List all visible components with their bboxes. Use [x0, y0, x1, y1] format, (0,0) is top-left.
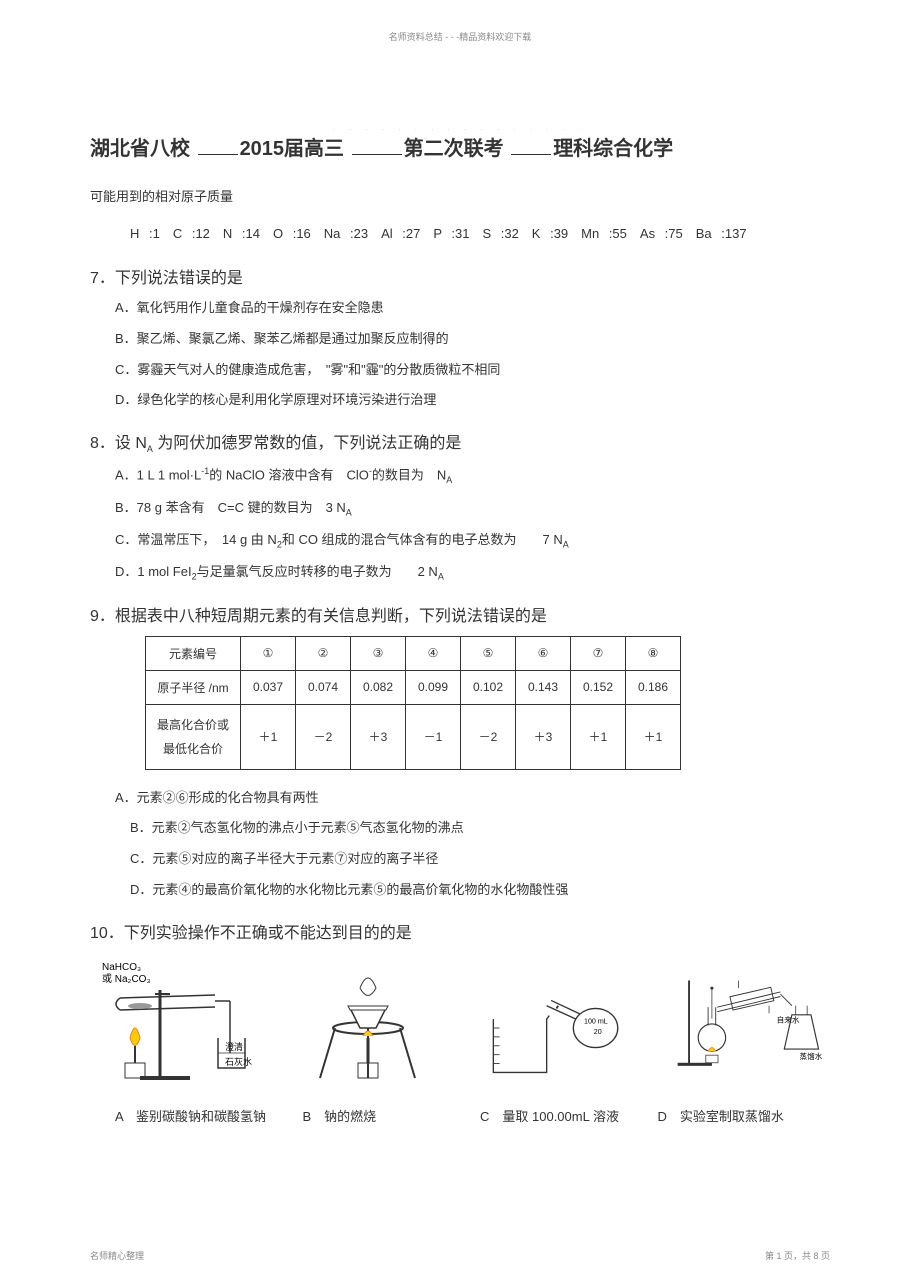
- svg-text:澄清: 澄清: [225, 1041, 243, 1052]
- svg-text:NaHCO₃: NaHCO₃: [102, 962, 141, 973]
- experiment-D: 自来水 蒸馏水: [670, 958, 830, 1088]
- svg-text:20: 20: [594, 1028, 602, 1036]
- table-cell: 0.152: [571, 670, 626, 704]
- svg-text:100 mL: 100 mL: [584, 1017, 608, 1025]
- table-row3-label: 最高化合价或最低化合价: [146, 704, 241, 769]
- question-9: 9．根据表中八种短周期元素的有关信息判断，下列说法错误的是 元素编号 ① ② ③…: [90, 602, 830, 901]
- q7-D: D．绿色化学的核心是利用化学原理对环境污染进行治理: [115, 390, 830, 411]
- table-cell: ⑦: [571, 636, 626, 670]
- table-cell: 0.074: [296, 670, 351, 704]
- q8-C: C．常温常压下， 14 g 由 N2和 CO 组成的混合气体含有的电子总数为 7…: [115, 530, 830, 552]
- table-cell: 0.099: [406, 670, 461, 704]
- svg-text:蒸馏水: 蒸馏水: [800, 1051, 823, 1061]
- q9-B: B．元素②气态氢化物的沸点小于元素⑤气态氢化物的沸点: [130, 818, 830, 839]
- apparatus-c-icon: 100 mL 20: [480, 968, 640, 1088]
- q7-B: B．聚乙烯、聚氯乙烯、聚苯乙烯都是通过加聚反应制得的: [115, 329, 830, 350]
- table-cell: ＋1: [571, 704, 626, 769]
- table-cell: ②: [296, 636, 351, 670]
- table-cell: 0.037: [241, 670, 296, 704]
- table-cell: 0.143: [516, 670, 571, 704]
- table-cell: －2: [461, 704, 516, 769]
- atomic-masses: H :1 C :12 N :14 O :16 Na :23 Al :27 P :…: [130, 223, 830, 242]
- table-cell: －2: [296, 704, 351, 769]
- footer-left: 名师精心整理: [90, 1249, 144, 1262]
- q10-stem: 10．下列实验操作不正确或不能达到目的的是: [90, 919, 830, 943]
- caption-C: C 量取 100.00mL 溶液: [465, 1106, 643, 1125]
- caption-B: B 钠的燃烧: [278, 1106, 466, 1125]
- q8-A: A．1 L 1 mol·L-1的 NaClO 溶液中含有 ClO-的数目为 NA: [115, 464, 830, 487]
- table-cell: 0.102: [461, 670, 516, 704]
- table-cell: 0.082: [351, 670, 406, 704]
- table-cell: ⑤: [461, 636, 516, 670]
- question-10: 10．下列实验操作不正确或不能达到目的的是 NaHCO₃ 或 Na₂CO₃: [90, 919, 830, 1125]
- apparatus-a-icon: NaHCO₃ 或 Na₂CO₃: [100, 958, 260, 1088]
- header-note: 名师资料总结 - - -精品资料欢迎下载: [90, 30, 830, 43]
- q9-C: C．元素⑤对应的离子半径大于元素⑦对应的离子半径: [130, 849, 830, 870]
- experiment-A: NaHCO₃ 或 Na₂CO₃: [100, 958, 260, 1088]
- title-part1: 湖北省八校: [90, 138, 190, 160]
- q8-D: D．1 mol FeI2与足量氯气反应时转移的电子数为 2 NA: [115, 562, 830, 584]
- table-cell: 0.186: [626, 670, 681, 704]
- q9-D: D．元素④的最高价氧化物的水化物比元素⑤的最高价氧化物的水化物酸性强: [130, 880, 830, 901]
- table-cell: ①: [241, 636, 296, 670]
- table-cell: ＋3: [351, 704, 406, 769]
- question-8: 8．设 NA 为阿伏加德罗常数的值，下列说法正确的是 A．1 L 1 mol·L…: [90, 429, 830, 583]
- table-cell: ⑥: [516, 636, 571, 670]
- q9-stem: 9．根据表中八种短周期元素的有关信息判断，下列说法错误的是: [90, 602, 830, 626]
- table-cell: ⑧: [626, 636, 681, 670]
- page-footer: 名师精心整理 第 1 页，共 8 页: [90, 1249, 830, 1262]
- svg-text:自来水: 自来水: [777, 1014, 800, 1024]
- element-table: 元素编号 ① ② ③ ④ ⑤ ⑥ ⑦ ⑧ 原子半径 /nm 0.037 0.07…: [145, 636, 681, 770]
- header-dots: . . . . . . . . . . . . . . . .: [90, 123, 830, 132]
- page-title: 湖北省八校 2015届高三 第二次联考 理科综合化学: [90, 132, 830, 161]
- experiment-B: [290, 958, 450, 1088]
- table-cell: ＋3: [516, 704, 571, 769]
- question-7: 7．下列说法错误的是 A．氧化钙用作儿童食品的干燥剂存在安全隐患 B．聚乙烯、聚…: [90, 264, 830, 411]
- q10-captions: A 鉴别碳酸钠和碳酸氢钠 B 钠的燃烧 C 量取 100.00mL 溶液 D 实…: [100, 1106, 820, 1125]
- atomic-mass-label: 可能用到的相对原子质量: [90, 186, 830, 205]
- experiment-C: 100 mL 20: [480, 958, 640, 1088]
- table-cell: ④: [406, 636, 461, 670]
- table-row1-label: 元素编号: [146, 636, 241, 670]
- svg-text:或 Na₂CO₃: 或 Na₂CO₃: [102, 973, 151, 985]
- caption-D: D 实验室制取蒸馏水: [643, 1106, 821, 1125]
- caption-A: A 鉴别碳酸钠和碳酸氢钠: [100, 1106, 278, 1125]
- table-cell: －1: [406, 704, 461, 769]
- q7-A: A．氧化钙用作儿童食品的干燥剂存在安全隐患: [115, 298, 830, 319]
- title-part2: 2015届高三: [240, 138, 345, 160]
- title-part4: 理科综合化学: [553, 138, 673, 160]
- title-part3: 第二次联考: [404, 138, 504, 160]
- table-cell: ＋1: [626, 704, 681, 769]
- footer-right: 第 1 页，共 8 页: [765, 1249, 830, 1262]
- apparatus-b-icon: [300, 958, 440, 1088]
- q8-stem: 8．设 NA 为阿伏加德罗常数的值，下列说法正确的是: [90, 429, 830, 454]
- table-cell: ＋1: [241, 704, 296, 769]
- table-row2-label: 原子半径 /nm: [146, 670, 241, 704]
- q9-A: A．元素②⑥形成的化合物具有两性: [115, 788, 830, 809]
- svg-text:石灰水: 石灰水: [225, 1056, 252, 1067]
- apparatus-d-icon: 自来水 蒸馏水: [670, 953, 830, 1088]
- q7-stem: 7．下列说法错误的是: [90, 264, 830, 288]
- q8-B: B．78 g 苯含有 C=C 键的数目为 3 NA: [115, 498, 830, 520]
- table-cell: ③: [351, 636, 406, 670]
- q7-C: C．雾霾天气对人的健康造成危害， "雾"和"霾"的分散质微粒不相同: [115, 360, 830, 381]
